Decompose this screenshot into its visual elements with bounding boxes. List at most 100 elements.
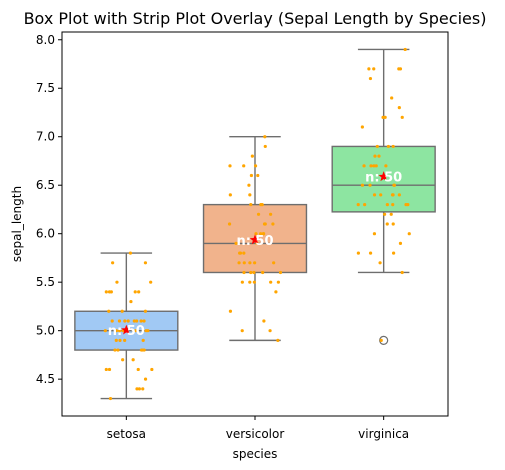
strip-point (383, 212, 387, 216)
strip-point (256, 212, 261, 216)
strip-point (113, 348, 117, 352)
chart-title: Box Plot with Strip Plot Overlay (Sepal … (24, 9, 487, 28)
strip-point (392, 251, 396, 255)
strip-point (269, 212, 273, 216)
strip-point (398, 241, 403, 245)
strip-point (128, 251, 133, 255)
strip-point (363, 203, 367, 207)
y-axis-label: sepal_length (10, 186, 24, 262)
y-tick-label: 5.5 (36, 275, 55, 289)
strip-point (248, 261, 252, 265)
strip-point (356, 251, 360, 255)
strip-virginica (356, 47, 411, 342)
strip-point (407, 232, 411, 236)
strip-point (356, 203, 360, 207)
box-virginica (331, 48, 436, 345)
x-axis-label: species (233, 447, 278, 461)
box-iqr (331, 145, 436, 213)
strip-point (369, 164, 373, 168)
strip-point (397, 106, 401, 110)
strip-point (403, 47, 407, 52)
strip-point (137, 290, 141, 294)
strip-point (135, 319, 139, 323)
y-tick-label: 8.0 (36, 33, 55, 47)
strip-point (253, 261, 257, 265)
strip-point (262, 319, 266, 323)
strip-point (116, 348, 120, 352)
strip-point (132, 319, 136, 323)
strip-point (249, 203, 253, 207)
strip-point (259, 232, 263, 236)
strip-point (237, 261, 241, 265)
strip-point (149, 280, 153, 284)
strip-point (260, 203, 264, 207)
strip-point (400, 115, 404, 119)
count-label-virginica: n: 50 (365, 171, 402, 186)
strip-point (389, 212, 393, 216)
strip-point (379, 338, 383, 342)
strip-point (118, 338, 122, 342)
strip-point (375, 144, 379, 149)
strip-point (123, 319, 127, 323)
strip-point (379, 193, 383, 197)
strip-point (268, 329, 272, 333)
strip-point (373, 154, 377, 158)
strip-point (406, 203, 410, 207)
strip-point (261, 232, 266, 236)
strip-point (378, 261, 382, 265)
strip-point (242, 270, 246, 275)
strip-point (108, 396, 113, 401)
strip-point (253, 164, 258, 168)
strip-point (272, 261, 276, 265)
strip-point (252, 270, 256, 275)
mean-marker-setosa (121, 324, 132, 335)
strip-point (372, 232, 377, 236)
strip-point (110, 319, 114, 323)
strip-point (372, 67, 376, 71)
strip-point (104, 290, 108, 294)
strip-point (142, 348, 146, 352)
strip-point (107, 309, 111, 313)
strip-point (146, 329, 150, 333)
strip-point (385, 222, 389, 226)
strip-versicolor (227, 135, 283, 342)
strip-point (368, 251, 373, 255)
strip-point (263, 135, 267, 139)
strip-point (377, 154, 381, 158)
strip-point (117, 329, 122, 333)
strip-point (256, 173, 260, 178)
strip-point (242, 251, 246, 255)
strip-points-layer (103, 47, 411, 401)
strip-point (247, 183, 251, 187)
strip-point (117, 319, 122, 323)
strip-point (384, 164, 388, 168)
strip-point (136, 367, 140, 372)
strip-point (391, 193, 395, 197)
y-tick-label: 6.5 (36, 178, 55, 192)
strip-point (107, 367, 112, 372)
strip-point (135, 387, 139, 391)
strip-point (261, 270, 265, 275)
strip-point (374, 164, 378, 168)
strip-point (123, 338, 127, 342)
strip-point (274, 290, 278, 294)
mean-marker-virginica (378, 171, 389, 182)
strip-point (263, 144, 267, 149)
strip-point (269, 280, 273, 284)
strip-point (137, 387, 141, 391)
strip-point (254, 232, 258, 236)
strip-point (390, 96, 394, 100)
strip-point (240, 329, 244, 333)
strip-point (368, 183, 372, 187)
mean-and-count-layer: n: 50 n: 50 n: 50 (108, 171, 402, 339)
strip-point (391, 144, 395, 149)
strip-point (276, 280, 280, 284)
strip-point (142, 319, 146, 323)
y-tick-label: 5.0 (36, 324, 55, 338)
strip-point (400, 270, 404, 275)
strip-point (120, 309, 124, 313)
strip-point (126, 319, 130, 323)
mean-marker-versicolor (249, 234, 261, 245)
strip-point (242, 164, 246, 168)
strip-point (386, 144, 390, 149)
